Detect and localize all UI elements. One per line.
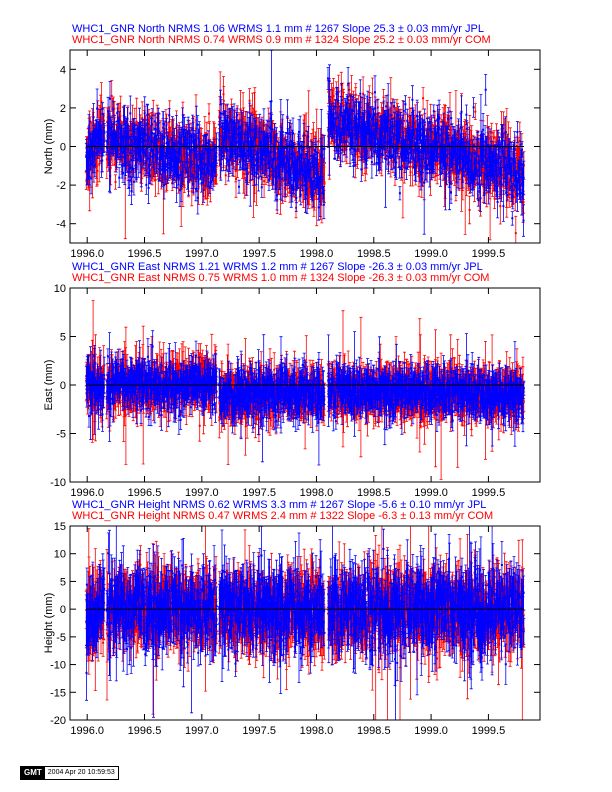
y-tick-label: 0 <box>60 380 66 392</box>
y-tick-label: -10 <box>50 660 66 672</box>
x-tick-label: 1999.5 <box>472 487 506 499</box>
y-tick-label: -5 <box>56 632 66 644</box>
points-jpl <box>85 345 525 423</box>
points-jpl <box>85 548 525 674</box>
y-tick-label: 10 <box>54 283 66 295</box>
y-tick-label: 2 <box>60 103 66 115</box>
panel-title-line: WHC1_GNR East NRMS 0.75 WRMS 1.0 mm # 13… <box>72 272 489 284</box>
y-tick-label: 15 <box>54 521 66 533</box>
data-layer <box>84 300 526 480</box>
x-tick-label: 1996.5 <box>128 725 162 737</box>
x-tick-label: 1997.5 <box>242 487 276 499</box>
x-tick-label: 1999.0 <box>414 725 448 737</box>
points-com <box>85 83 525 235</box>
panel-title-line: WHC1_GNR Height NRMS 0.47 WRMS 2.4 mm # … <box>72 510 493 522</box>
x-tick-label: 1996.0 <box>70 725 104 737</box>
y-tick-label: -2 <box>56 180 66 192</box>
panel-title-line: WHC1_GNR Height NRMS 0.62 WRMS 3.3 mm # … <box>72 499 486 511</box>
error-bars-jpl <box>84 526 526 720</box>
x-tick-label: 1996.0 <box>70 487 104 499</box>
panel-1: WHC1_GNR East NRMS 1.21 WRMS 1.2 mm # 12… <box>43 261 541 499</box>
x-tick-label: 1998.0 <box>300 725 334 737</box>
x-tick-label: 1998.5 <box>357 248 391 260</box>
x-tick-label: 1996.5 <box>128 248 162 260</box>
panel-2: WHC1_GNR Height NRMS 0.62 WRMS 3.3 mm # … <box>43 499 541 737</box>
plot-timestamp: 2004 Apr 20 10:59:53 <box>47 769 115 776</box>
y-tick-label: 5 <box>60 332 66 344</box>
panel-title-line: WHC1_GNR North NRMS 1.06 WRMS 1.1 mm # 1… <box>72 23 484 35</box>
y-axis-label: East (mm) <box>43 360 55 411</box>
y-tick-label: -5 <box>56 429 66 441</box>
y-tick-label: -4 <box>56 219 66 231</box>
x-tick-label: 1997.0 <box>185 248 219 260</box>
x-tick-label: 1998.0 <box>300 248 334 260</box>
x-tick-label: 1998.5 <box>357 487 391 499</box>
x-tick-label: 1997.5 <box>242 725 276 737</box>
y-tick-label: 4 <box>60 64 66 76</box>
x-tick-label: 1999.5 <box>472 725 506 737</box>
y-axis-label: Height (mm) <box>43 593 55 654</box>
y-tick-label: 0 <box>60 142 66 154</box>
x-tick-label: 1998.5 <box>357 725 391 737</box>
x-tick-label: 1996.5 <box>128 487 162 499</box>
gmt-timestamp-stamp: GMT 2004 Apr 20 10:59:53 <box>20 766 119 780</box>
y-tick-label: 10 <box>54 549 66 561</box>
x-tick-label: 1996.0 <box>70 248 104 260</box>
x-tick-label: 1999.0 <box>414 248 448 260</box>
y-tick-label: -20 <box>50 715 66 727</box>
y-axis-label: North (mm) <box>43 119 55 175</box>
data-layer <box>84 50 526 243</box>
data-layer <box>84 526 526 720</box>
y-tick-label: 0 <box>60 604 66 616</box>
panel-0: WHC1_GNR North NRMS 1.06 WRMS 1.1 mm # 1… <box>43 23 541 260</box>
panel-title-line: WHC1_GNR North NRMS 0.74 WRMS 0.9 mm # 1… <box>72 34 491 46</box>
x-tick-label: 1997.0 <box>185 725 219 737</box>
x-tick-label: 1998.0 <box>300 487 334 499</box>
y-tick-label: -15 <box>50 687 66 699</box>
x-tick-label: 1997.0 <box>185 487 219 499</box>
y-tick-label: 5 <box>60 576 66 588</box>
x-tick-label: 1997.5 <box>242 248 276 260</box>
y-tick-label: -10 <box>50 477 66 489</box>
plot-frame <box>69 525 541 721</box>
gmt-logo: GMT <box>21 767 45 779</box>
x-tick-label: 1999.0 <box>414 487 448 499</box>
panel-title-line: WHC1_GNR East NRMS 1.21 WRMS 1.2 mm # 12… <box>72 261 483 273</box>
x-tick-label: 1999.5 <box>472 248 506 260</box>
points-jpl <box>85 77 525 222</box>
